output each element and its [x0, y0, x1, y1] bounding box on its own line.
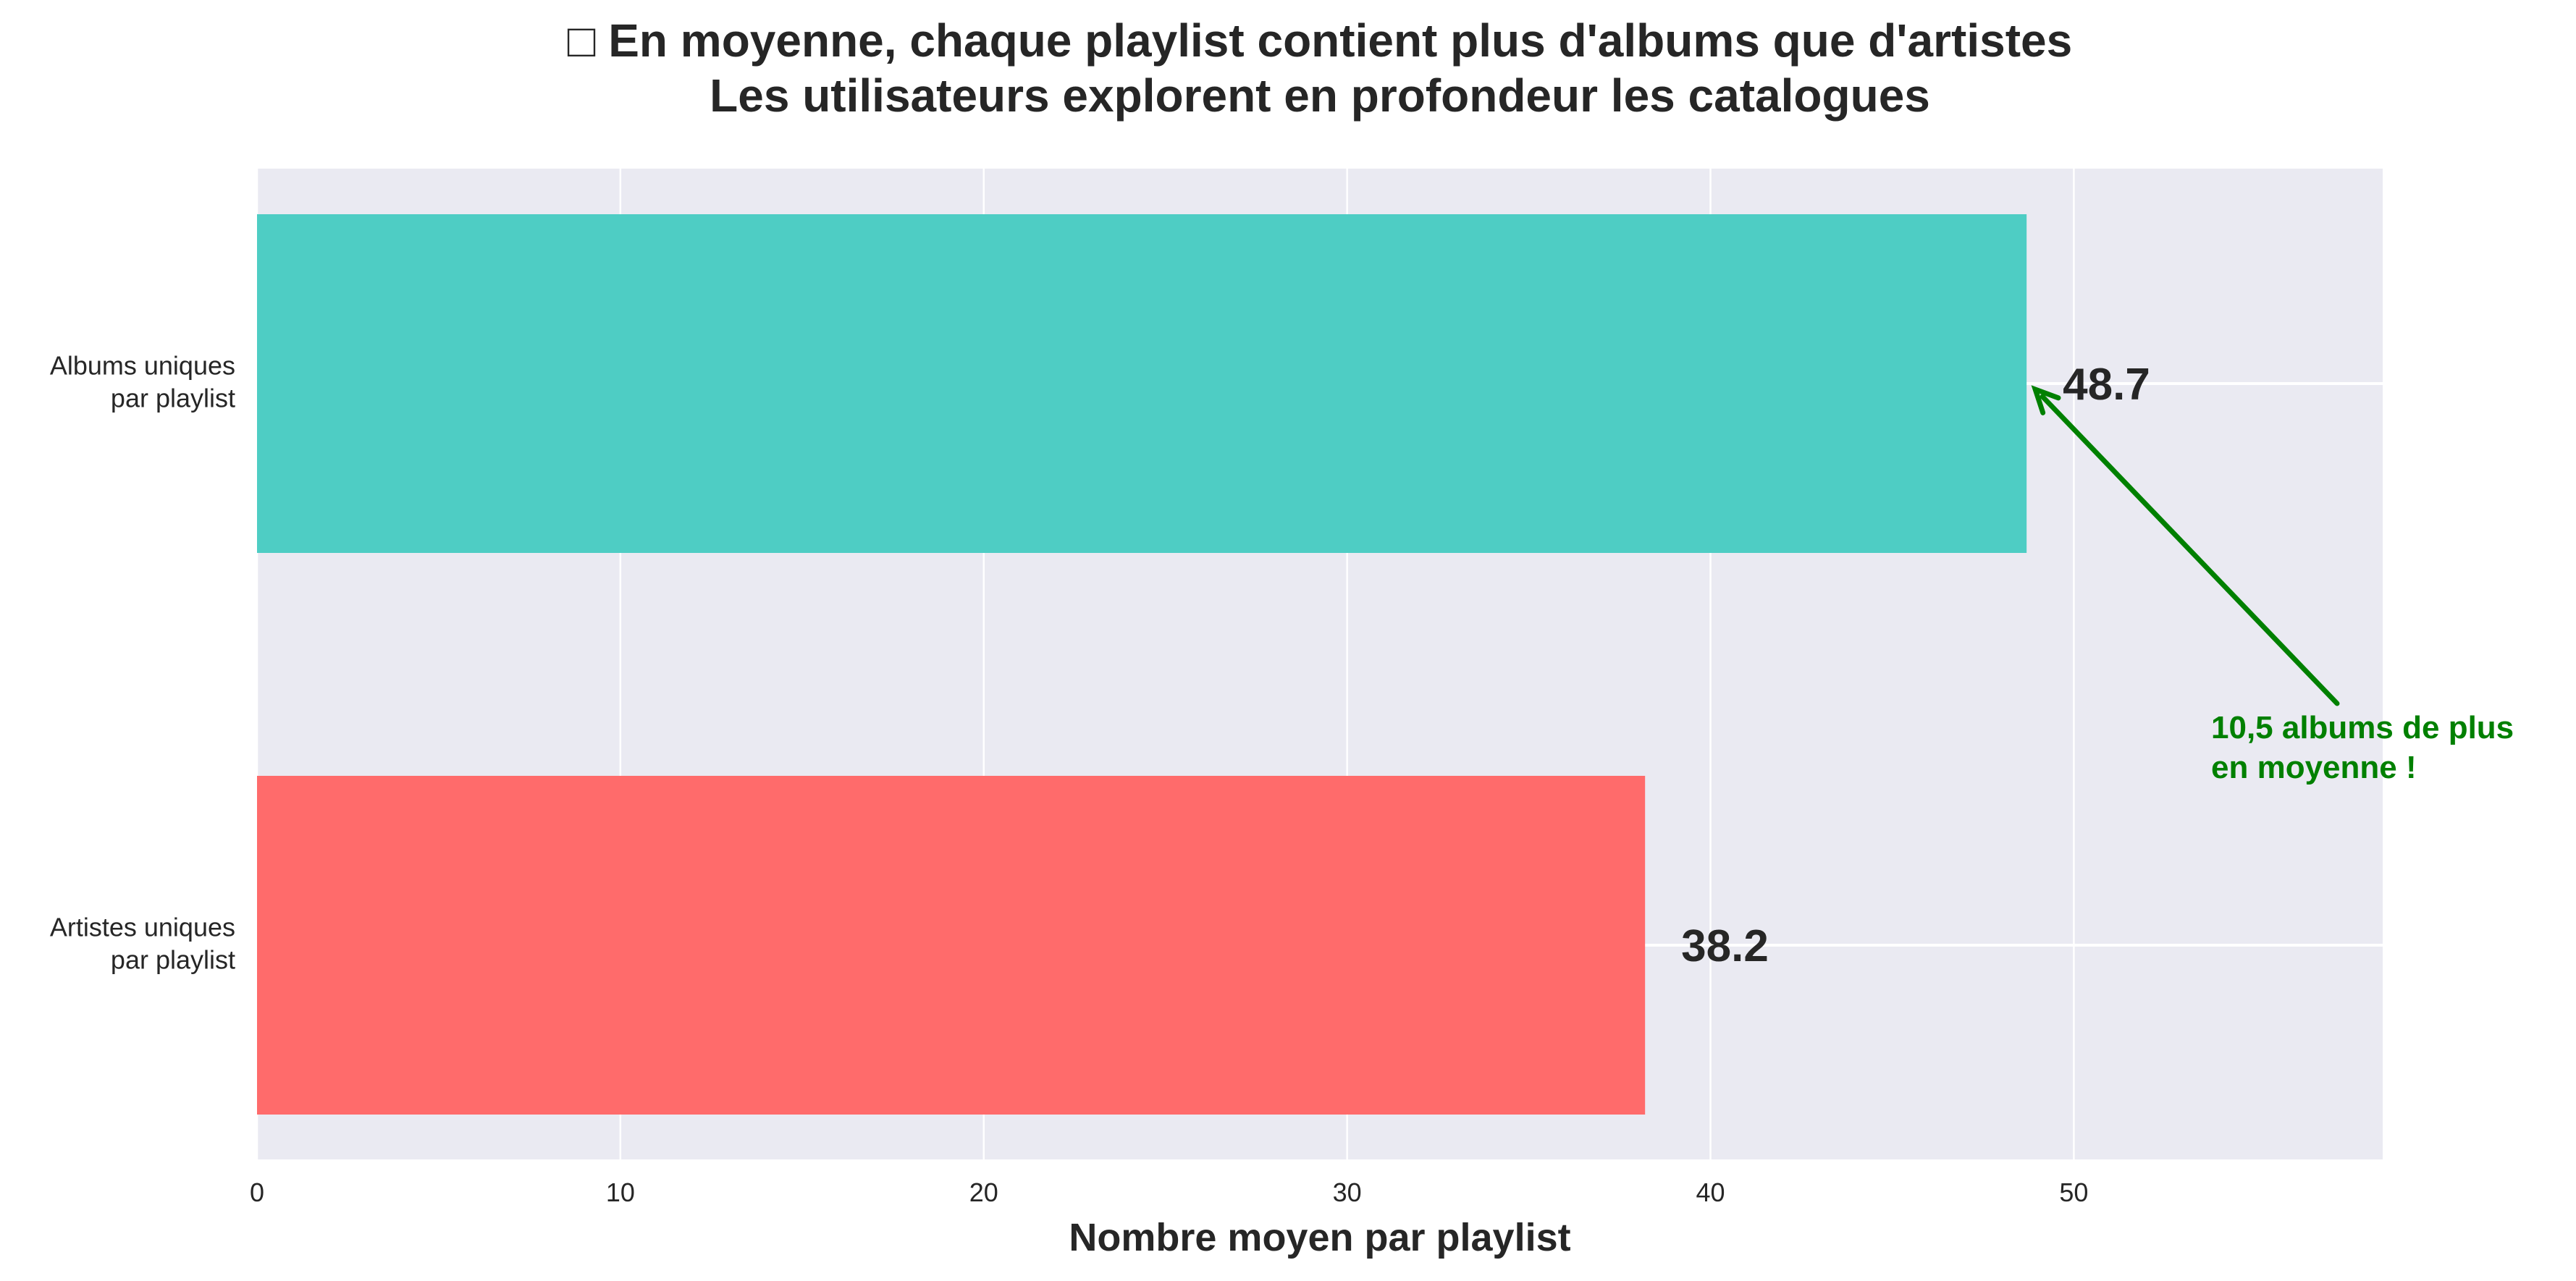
x-tick-label: 30: [1333, 1178, 1362, 1207]
annotation-arrow-head: [2031, 385, 2061, 415]
x-tick-label: 50: [2059, 1178, 2088, 1207]
x-tick-label: 10: [606, 1178, 635, 1207]
annotation-text: 10,5 albums de plus: [2211, 710, 2514, 745]
y-tick-label: Artistes uniques: [50, 913, 235, 942]
y-tick-label: par playlist: [111, 384, 235, 413]
y-tick-label: par playlist: [111, 945, 235, 975]
y-tick-label: Albums uniques: [50, 351, 235, 381]
annotation-text: en moyenne !: [2211, 750, 2417, 785]
annotation-arrow-line: [2040, 394, 2340, 706]
bar: [257, 776, 1646, 1115]
chart-title: □ En moyenne, chaque playlist contient p…: [568, 14, 2072, 67]
bar-value-label: 48.7: [2063, 360, 2150, 410]
bar-value-label: 38.2: [1681, 921, 1769, 971]
bar: [257, 214, 2027, 553]
chart-subtitle: Les utilisateurs explorent en profondeur…: [710, 69, 1930, 122]
x-tick-label: 40: [1696, 1178, 1725, 1207]
x-tick-label: 20: [969, 1178, 998, 1207]
x-axis-title: Nombre moyen par playlist: [1069, 1216, 1570, 1259]
x-tick-label: 0: [250, 1178, 264, 1207]
